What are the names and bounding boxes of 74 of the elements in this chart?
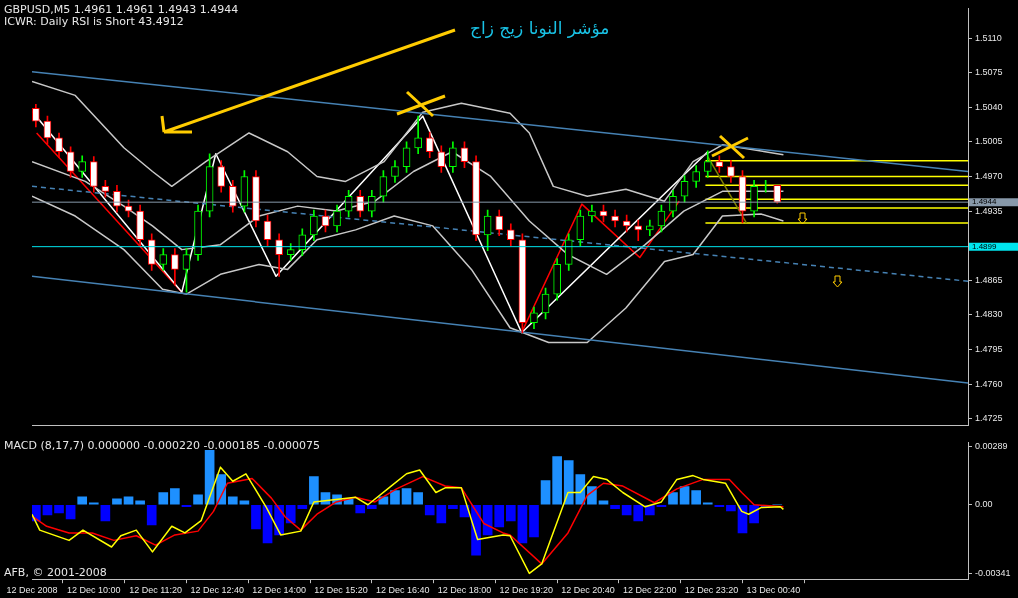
- bar: [65, 504, 76, 520]
- y-tick-label: 1.5075: [975, 67, 1003, 78]
- bar: [158, 492, 169, 505]
- bar: [494, 504, 505, 528]
- x-tick-label: 12 Dec 2008: [6, 585, 58, 596]
- y-tick-label: 0.00289: [975, 441, 1008, 452]
- y-tick-label: 1.4725: [975, 413, 1003, 424]
- bar: [691, 490, 701, 505]
- bar: [679, 486, 690, 505]
- bar: [170, 488, 180, 505]
- bar: [251, 504, 261, 530]
- bar: [355, 504, 366, 514]
- bar: [644, 504, 655, 516]
- y-tick-label: -0.00341: [975, 567, 1011, 578]
- bar: [726, 504, 736, 512]
- bar: [100, 504, 111, 522]
- x-tick-label: 12 Dec 11:20: [129, 585, 182, 596]
- bar: [112, 498, 122, 505]
- ref-line-label: 1.4899: [972, 241, 998, 251]
- bar: [54, 504, 64, 514]
- chart-title: MACD (8,17,7) 0.000000 -0.000220 -0.000185 -0.000075: [4, 439, 320, 452]
- bar: [193, 494, 203, 505]
- bar: [366, 504, 377, 510]
- bar: [517, 504, 528, 544]
- y-tick-label: 1.4970: [975, 170, 1003, 181]
- bar: [714, 504, 725, 508]
- y-tick-label: 1.4830: [975, 309, 1003, 320]
- x-tick-label: 12 Dec 22:00: [623, 585, 677, 596]
- x-tick-label: 12 Dec 14:00: [252, 585, 306, 596]
- bar: [633, 504, 644, 522]
- text: مؤشر النونا زيج زاج: [470, 18, 610, 38]
- ref-line-label: 1.4944: [972, 197, 998, 207]
- bar: [540, 480, 551, 505]
- bar: [505, 504, 516, 522]
- bar: [448, 504, 458, 510]
- y-tick-label: 1.4795: [975, 343, 1003, 354]
- x-tick-label: 12 Dec 10:00: [67, 585, 121, 596]
- bar: [239, 500, 250, 505]
- y-tick-label: 1.4865: [975, 274, 1003, 285]
- bar: [135, 500, 145, 505]
- bar: [123, 496, 134, 505]
- y-tick-label: 1.5110: [975, 32, 1002, 43]
- bar: [552, 456, 562, 505]
- x-tick-label: 13 Dec 00:40: [746, 585, 801, 596]
- x-tick-label: 12 Dec 20:40: [561, 585, 615, 596]
- bar: [610, 504, 620, 510]
- bar: [146, 504, 157, 526]
- x-tick-label: 12 Dec 23:20: [684, 585, 739, 596]
- x-tick-label: 12 Dec 12:40: [190, 585, 245, 596]
- y-tick-label: 1.4760: [975, 378, 1003, 389]
- x-tick-label: 12 Dec 16:40: [375, 585, 430, 596]
- bar: [401, 488, 412, 505]
- annotation: AFB, © 2001-2008: [4, 566, 107, 579]
- chart-subtitle: GBPUSD,M5 1.4961 1.4961 1.4943 1.4944: [4, 3, 239, 16]
- bar: [413, 492, 423, 505]
- y-tick-label: 1.5040: [975, 101, 1003, 112]
- bar: [668, 492, 678, 505]
- x-tick-label: 12 Dec 15:20: [314, 585, 368, 596]
- bar: [77, 496, 88, 505]
- x-tick-label: 12 Dec 18:00: [437, 585, 492, 596]
- bar: [598, 500, 609, 505]
- bar: [227, 496, 238, 505]
- bar: [529, 504, 539, 538]
- annotation: ICWR: Daily RSI is Short 43.4912: [4, 15, 184, 28]
- bar: [621, 504, 632, 516]
- y-tick-label: 1.4935: [975, 205, 1003, 216]
- bar: [42, 504, 53, 516]
- bar: [88, 502, 99, 505]
- bar: [309, 476, 319, 505]
- y-tick-label: 1.5005: [975, 136, 1003, 147]
- bar: [390, 490, 400, 505]
- bar: [702, 502, 713, 505]
- x-tick-label: 12 Dec 19:20: [499, 585, 554, 596]
- y-tick-label: 0.00: [975, 499, 993, 510]
